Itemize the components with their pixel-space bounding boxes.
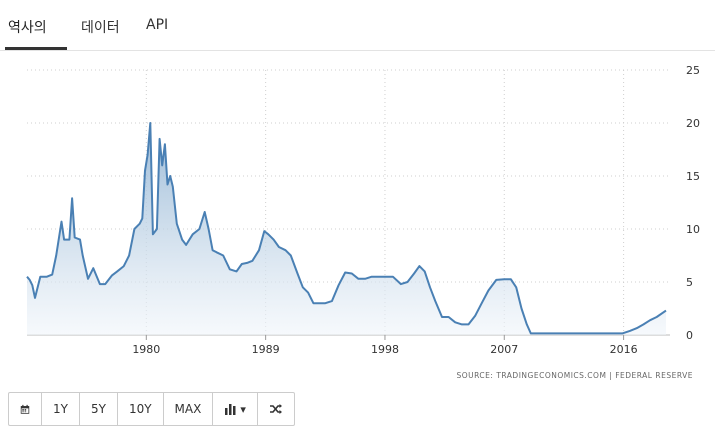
series-line: [26, 122, 667, 335]
x-tick-label: 1980: [132, 343, 160, 356]
tab-api[interactable]: API: [146, 17, 169, 33]
y-tick-label: 0: [686, 329, 693, 342]
y-tick-label: 10: [686, 223, 700, 236]
x-tick-label: 1998: [371, 343, 399, 356]
active-tab-indicator: [5, 47, 67, 50]
series-area-fill: [27, 123, 666, 335]
interest-rate-chart: 0 5 10 15 20 25 1980 1989 1998 2007 2016: [26, 64, 700, 356]
source-attribution: SOURCE: TRADINGECONOMICS.COM | FEDERAL R…: [456, 371, 693, 380]
chevron-down-icon: ▾: [240, 402, 246, 416]
calendar-button[interactable]: [9, 393, 42, 425]
chart-type-button[interactable]: ▾: [213, 393, 258, 425]
shuffle-icon: [269, 404, 282, 414]
range-10y-button[interactable]: 10Y: [118, 393, 164, 425]
y-tick-label: 20: [686, 117, 700, 130]
bar-chart-icon: [225, 404, 236, 415]
compare-button[interactable]: [258, 393, 294, 425]
range-max-button[interactable]: MAX: [164, 393, 214, 425]
chart-ticks: 0 5 10 15 20 25 1980 1989 1998 2007 2016: [132, 64, 700, 356]
x-tick-label: 2007: [490, 343, 518, 356]
tab-bar: 역사의 데이터 API: [0, 0, 715, 51]
y-tick-label: 25: [686, 64, 700, 77]
chart-area: [26, 122, 667, 335]
y-tick-label: 5: [686, 276, 693, 289]
range-5y-button[interactable]: 5Y: [80, 393, 118, 425]
tab-historical[interactable]: 역사의: [8, 20, 47, 36]
x-tick-label: 1989: [252, 343, 280, 356]
x-tick-label: 2016: [610, 343, 638, 356]
chart-toolbar: 1Y 5Y 10Y MAX ▾: [8, 392, 295, 426]
calendar-icon: [20, 404, 30, 414]
y-tick-label: 15: [686, 170, 700, 183]
range-1y-button[interactable]: 1Y: [42, 393, 80, 425]
tab-data[interactable]: 데이터: [81, 20, 120, 36]
